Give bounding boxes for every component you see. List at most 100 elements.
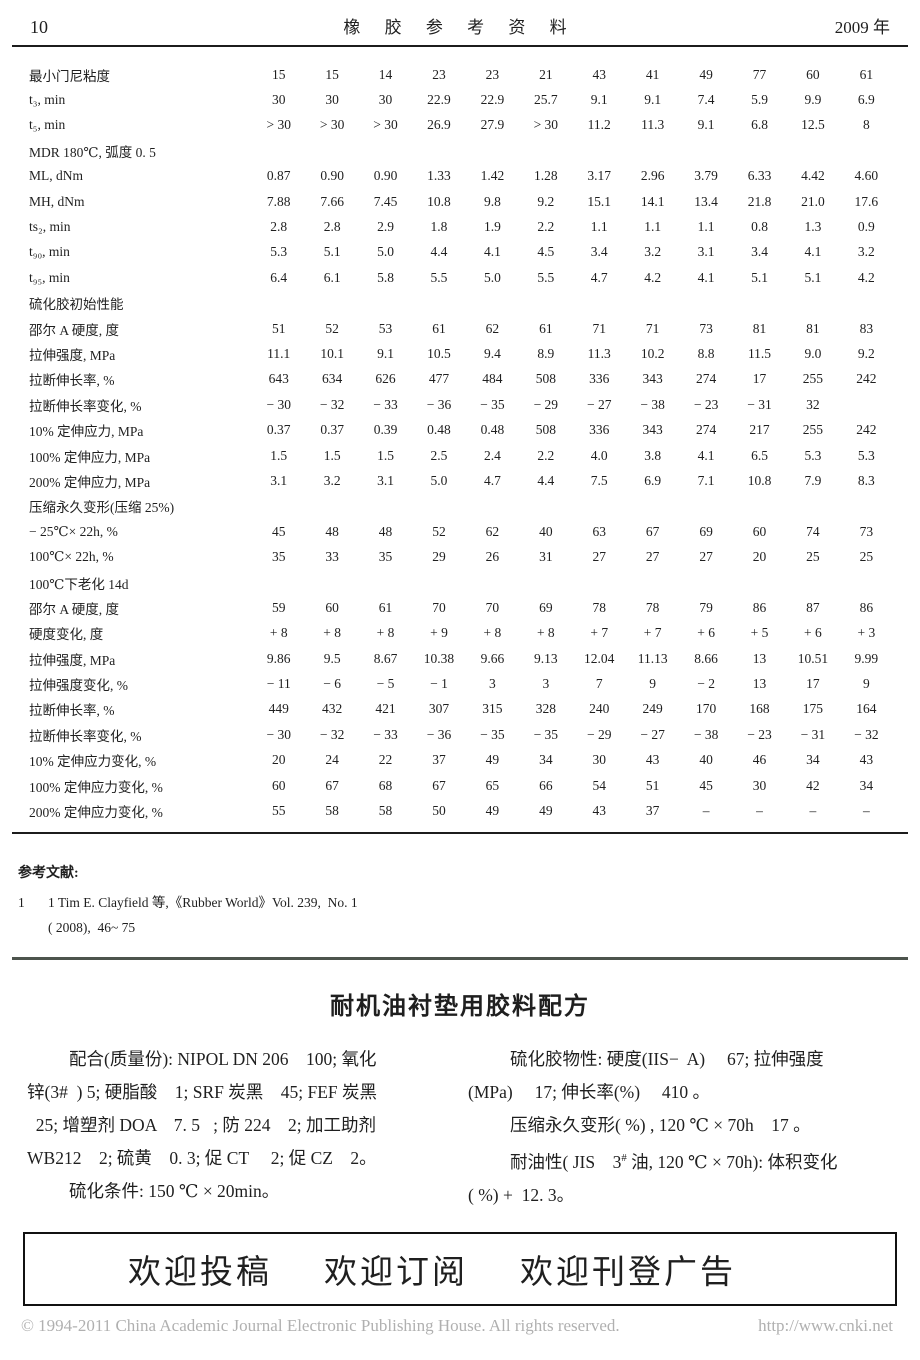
cell-value: 9.2: [537, 193, 555, 209]
table-row: 硬度变化, 度 + 8 + 8 + 8 + 9 + 8 + 8 + 7 + 7 + 6 + 5 + 6…: [27, 621, 893, 646]
cell-value: 25.7: [534, 92, 558, 108]
cell-value: 9.0: [804, 345, 822, 361]
cell-value: 27: [592, 549, 606, 565]
reference-text: 1 Tim E. Clayfield 等,《Rubber World》Vol. …: [48, 890, 358, 940]
welcome-banner: 欢迎投稿 欢迎订阅 欢迎刊登广告: [23, 1231, 897, 1306]
cell-value: 3.79: [694, 168, 718, 184]
cell-value: 1.8: [430, 219, 448, 235]
cell-value: 31: [539, 549, 553, 565]
cell-value: 61: [432, 320, 446, 336]
cell-value: 9.13: [534, 650, 558, 666]
cell-value: 2.96: [640, 168, 665, 184]
cell-value: 15: [271, 66, 286, 82]
cell-value: 11.5: [747, 345, 772, 361]
table-row: t₉₅, min 6.4 6.1 5.8 5.5 5.0 5.5 4.7 4.2 4.1 5.1 5.…: [27, 265, 893, 290]
cell-value: 5.1: [323, 244, 341, 260]
page-header: 10 橡 胶 参 考 资 料 2009 年: [12, 0, 908, 47]
cell-value: 67: [325, 777, 339, 793]
article-line: WB212 2; 硫黄 0. 3; 促 CT 2; 促 CZ 2。: [27, 1142, 452, 1175]
cell-value: 51: [271, 320, 286, 336]
cell-value: 11.3: [587, 345, 611, 361]
cell-value: 69: [539, 599, 553, 615]
cell-value: 34: [806, 752, 820, 768]
cell-value: 49: [539, 803, 553, 819]
cell-value: − 27: [640, 726, 665, 742]
cell-value: 240: [589, 701, 610, 717]
cell-value: 8.67: [373, 650, 398, 666]
cell-value: 2.5: [430, 447, 448, 463]
cell-value: 46: [752, 752, 767, 768]
cell-value: 14.1: [640, 193, 665, 209]
cell-value: 49: [485, 752, 500, 768]
reference-line-1: 1 Tim E. Clayfield 等,《Rubber World》Vol. …: [48, 894, 358, 910]
article-line: 压缩永久变形( %) , 120 ℃ × 70h 17 。: [468, 1109, 893, 1142]
cell-value: 29: [432, 549, 446, 565]
article-separator-rule: [12, 956, 908, 960]
table-row: ts₂, min 2.8 2.8 2.9 1.8 1.9 2.2 1.1 1.1 1.1 0.8 1.…: [27, 214, 893, 239]
cell-value: + 5: [750, 625, 769, 641]
table-row: 200% 定伸应力变化, % 55 58 58 50 49 49 43 37 – – – –: [27, 798, 893, 823]
cell-value: 4.1: [804, 244, 822, 260]
cell-value: 432: [322, 701, 343, 717]
cell-value: + 7: [590, 625, 609, 641]
cell-value: 9.86: [266, 650, 291, 666]
cell-value: 1.28: [534, 168, 558, 184]
row-label: 邵尔 A 硬度, 度: [29, 601, 120, 617]
article-text: 硫化胶物性: 硬度(IIS− A) 67; 拉伸强度: [510, 1048, 824, 1069]
reference-number: 1: [18, 894, 25, 910]
cell-value: 21.8: [747, 193, 772, 209]
cell-value: 4.1: [483, 244, 501, 260]
cell-value: 643: [268, 371, 289, 387]
cell-value: 3.4: [590, 244, 608, 260]
cell-value: 87: [806, 599, 820, 615]
row-label: ts₂, min: [29, 219, 71, 235]
issue-year: 2009 年: [834, 18, 890, 37]
cell-value: 9.5: [323, 650, 341, 666]
cell-value: 30: [592, 752, 606, 768]
cell-value: 81: [806, 320, 820, 336]
article-text: 硫化条件: 150 ℃ × 20min。: [69, 1180, 280, 1201]
cell-value: 4.4: [537, 472, 555, 488]
row-label: 100℃下老化 14d: [29, 576, 129, 592]
cell-value: 1.5: [323, 447, 341, 463]
cell-value: 1.33: [427, 168, 451, 184]
cell-value: 30: [271, 92, 286, 108]
cell-value: 74: [806, 523, 820, 539]
table-section-row: 硫化胶初始性能: [27, 291, 893, 316]
table-section-row: MDR 180℃, 弧度 0. 5: [27, 138, 893, 163]
cell-value: 3.1: [270, 472, 288, 488]
cell-value: 3.1: [377, 472, 394, 488]
article-line: 硫化胶物性: 硬度(IIS− A) 67; 拉伸强度: [468, 1043, 893, 1076]
cell-value: 12.04: [584, 650, 615, 666]
cell-value: 4.5: [537, 244, 555, 260]
cell-value: 49: [699, 66, 713, 82]
cell-value: 4.1: [697, 269, 715, 285]
cell-value: 60: [806, 66, 820, 82]
row-label: 10% 定伸应力变化, %: [29, 754, 157, 770]
cell-value: − 30: [266, 396, 291, 412]
cell-value: 49: [485, 803, 500, 819]
cell-value: + 8: [376, 625, 395, 641]
cell-value: − 35: [480, 726, 505, 742]
table-section-row: 100℃下老化 14d: [27, 570, 893, 595]
cell-value: − 23: [693, 396, 719, 412]
page-number: 10: [30, 17, 48, 37]
cell-value: –: [702, 803, 710, 819]
cell-value: 58: [378, 803, 393, 819]
article-col-right: 硫化胶物性: 硬度(IIS− A) 67; 拉伸强度 (MPa) 17; 伸长率(…: [468, 1043, 893, 1212]
cell-value: 62: [485, 320, 500, 336]
cell-value: 328: [535, 701, 556, 717]
cell-value: − 29: [586, 726, 612, 742]
cell-value: 81: [752, 320, 767, 336]
cell-value: 7.4: [697, 92, 715, 108]
cell-value: 5.5: [537, 269, 555, 285]
row-label: t₉₅, min: [29, 269, 70, 285]
cell-value: 45: [271, 523, 286, 539]
reference-line-2: ( 2008), 46~ 75: [48, 919, 136, 935]
cell-value: 6.8: [751, 117, 768, 133]
cell-value: 61: [378, 599, 393, 615]
table-row: 拉断伸长率, % 643 634 626 477 484 508 336 343 274 17 255…: [27, 367, 893, 392]
cell-value: 5.9: [751, 92, 768, 108]
table-row: 拉断伸长率, % 449 432 421 307 315 328 240 249 170 168 17…: [27, 697, 893, 722]
row-label: MH, dNm: [29, 193, 85, 209]
